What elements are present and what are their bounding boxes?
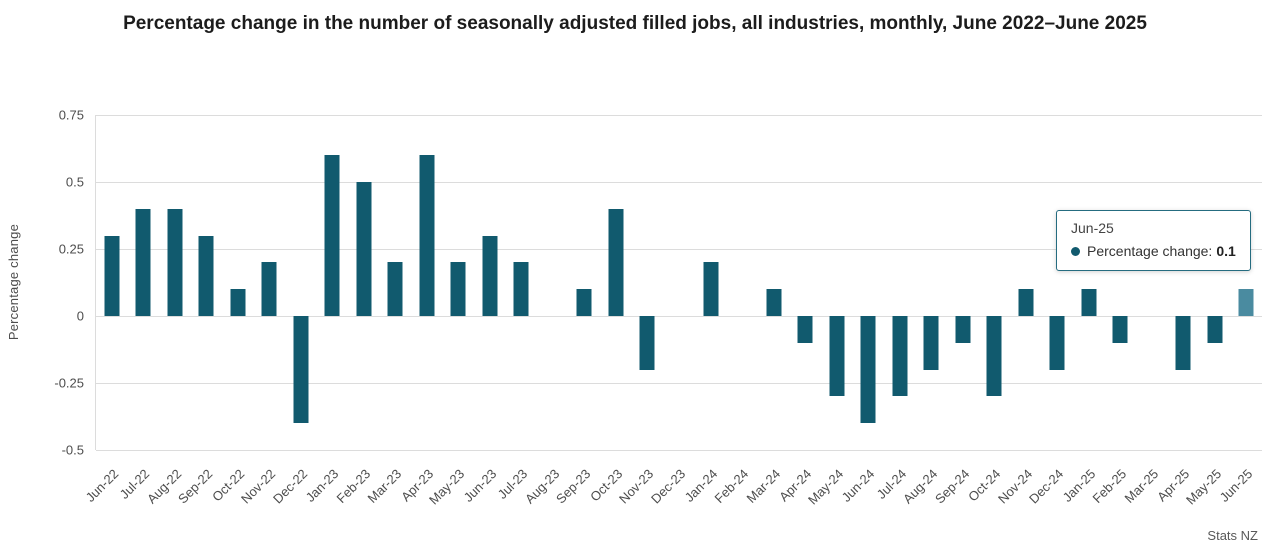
bar-May-23[interactable] <box>450 262 466 316</box>
bar-Feb-23[interactable] <box>356 182 372 316</box>
bar-Oct-24[interactable] <box>986 316 1002 397</box>
bar-Nov-24[interactable] <box>1018 289 1034 316</box>
y-axis-title-text: Percentage change <box>6 224 21 341</box>
bar-Aug-24[interactable] <box>923 316 939 370</box>
plot-area: 0.75 0.5 0.25 0 -0.25 -0.5 Jun-22 Jul-22 Aug-22 S… <box>54 108 1262 507</box>
bar-May-24[interactable] <box>829 316 845 397</box>
y-tick-label: 0.25 <box>58 241 84 257</box>
tooltip-value: 0.1 <box>1216 243 1236 259</box>
bar-Nov-23[interactable] <box>639 316 655 370</box>
bar-Nov-22[interactable] <box>261 262 277 316</box>
bar-Aug-22[interactable] <box>167 208 183 316</box>
y-tick-label: 0.5 <box>65 174 84 190</box>
gridline <box>96 115 1262 116</box>
tooltip: Jun-25 Percentage change: 0.1 <box>1056 210 1251 271</box>
gridline <box>96 182 1262 183</box>
y-tick-label: 0.75 <box>58 107 84 123</box>
y-tick-label: -0.5 <box>61 442 84 458</box>
bar-Apr-23[interactable] <box>419 155 435 316</box>
y-axis-title: Percentage change <box>6 115 21 450</box>
tooltip-series-label: Percentage change: <box>1087 243 1213 259</box>
bar-Jul-24[interactable] <box>892 316 908 397</box>
bar-Oct-23[interactable] <box>608 208 624 316</box>
bar-Jul-22[interactable] <box>135 208 151 316</box>
bar-Mar-23[interactable] <box>387 262 403 316</box>
source-label: Stats NZ <box>1207 528 1258 543</box>
bar-Jun-22[interactable] <box>104 235 120 316</box>
bar-Apr-24[interactable] <box>797 316 813 343</box>
bar-May-25[interactable] <box>1207 316 1223 343</box>
bar-Jan-24[interactable] <box>703 262 718 316</box>
tooltip-date: Jun-25 <box>1071 220 1114 236</box>
bar-Apr-25[interactable] <box>1175 316 1191 370</box>
bar-Sep-24[interactable] <box>955 316 971 343</box>
bar-Jan-23[interactable] <box>324 155 340 316</box>
bar-Feb-25[interactable] <box>1112 316 1128 343</box>
y-tick-label: 0 <box>76 308 84 324</box>
series-dot-icon <box>1071 246 1080 256</box>
tooltip-row: Percentage change: 0.1 <box>1071 243 1236 259</box>
gridline <box>96 249 1262 250</box>
bar-Dec-24[interactable] <box>1049 316 1065 370</box>
bar-Mar-24[interactable] <box>766 289 782 316</box>
bar-Sep-23[interactable] <box>576 289 592 316</box>
chart-title: Percentage change in the number of seaso… <box>123 13 1147 34</box>
bar-Jun-23[interactable] <box>482 235 498 316</box>
gridline <box>96 450 1262 451</box>
bar-Sep-22[interactable] <box>198 235 214 316</box>
gridline <box>96 316 1262 317</box>
bar-Oct-22[interactable] <box>230 289 246 316</box>
y-tick-label: -0.25 <box>54 375 84 391</box>
bar-Jan-25[interactable] <box>1081 289 1097 316</box>
bar-Jun-25[interactable] <box>1238 289 1254 316</box>
bar-Jul-23[interactable] <box>513 262 529 316</box>
gridline <box>96 383 1262 384</box>
bar-Dec-22[interactable] <box>293 316 309 424</box>
bar-Jun-24[interactable] <box>860 316 876 424</box>
